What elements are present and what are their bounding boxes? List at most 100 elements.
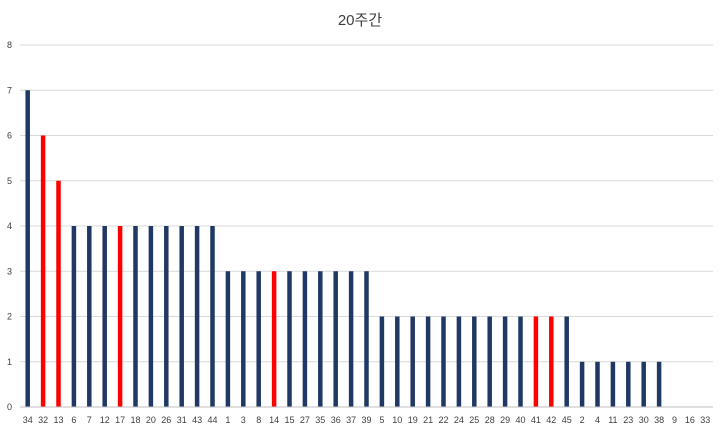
bar-42 <box>549 316 554 407</box>
x-tick-label: 15 <box>284 415 294 425</box>
bar-5 <box>379 316 385 407</box>
x-tick-label: 38 <box>654 415 664 425</box>
bar-23 <box>626 361 631 407</box>
x-tick-label: 43 <box>192 415 202 425</box>
x-tick-label: 3 <box>241 415 246 425</box>
bar-14 <box>271 271 277 407</box>
x-tick-label: 42 <box>546 415 556 425</box>
bar-18 <box>133 226 138 407</box>
x-tick-label: 29 <box>500 415 510 425</box>
bar-8 <box>256 271 261 407</box>
x-tick-label: 18 <box>130 415 140 425</box>
x-tick-label: 21 <box>423 415 433 425</box>
bar-31 <box>179 226 184 407</box>
y-tick-label: 3 <box>7 266 12 276</box>
bar-7 <box>87 226 92 407</box>
x-tick-label: 23 <box>623 415 633 425</box>
bar-29 <box>502 316 508 407</box>
x-tick-label: 25 <box>469 415 479 425</box>
x-tick-label: 30 <box>639 415 649 425</box>
bar-28 <box>487 316 492 407</box>
bar-32 <box>40 135 46 407</box>
chart-title: 20주간 <box>338 12 382 29</box>
y-tick-label: 8 <box>7 40 12 50</box>
x-tick-label: 12 <box>100 415 110 425</box>
x-tick-label: 31 <box>177 415 187 425</box>
y-tick-label: 5 <box>7 176 12 186</box>
y-tick-label: 0 <box>7 402 12 412</box>
bar-25 <box>472 316 477 407</box>
bar-44 <box>210 226 215 407</box>
bar-13 <box>56 180 61 407</box>
x-tick-label: 9 <box>672 415 677 425</box>
x-tick-label: 35 <box>315 415 325 425</box>
x-tick-label: 26 <box>161 415 171 425</box>
bar-26 <box>164 226 169 407</box>
y-tick-label: 2 <box>7 312 12 322</box>
x-tick-label: 32 <box>38 415 48 425</box>
bar-19 <box>410 316 415 407</box>
x-tick-label: 4 <box>595 415 600 425</box>
x-tick-label: 10 <box>392 415 402 425</box>
x-tick-label: 34 <box>23 415 33 425</box>
x-tick-label: 24 <box>454 415 464 425</box>
x-tick-label: 5 <box>379 415 384 425</box>
x-tick-label: 8 <box>256 415 261 425</box>
x-tick-label: 20 <box>146 415 156 425</box>
bar-11 <box>610 361 616 407</box>
y-axis-ticks: 0 1 2 3 4 5 6 7 8 <box>7 40 12 412</box>
bar-15 <box>287 271 292 407</box>
bar-1 <box>225 271 231 407</box>
x-tick-label: 14 <box>269 415 279 425</box>
x-tick-label: 39 <box>361 415 371 425</box>
x-tick-label: 28 <box>485 415 495 425</box>
bar-43 <box>194 226 200 407</box>
bar-35 <box>318 271 323 407</box>
bar-27 <box>302 271 308 407</box>
bar-10 <box>395 316 400 407</box>
x-tick-label: 36 <box>331 415 341 425</box>
bar-40 <box>518 316 523 407</box>
y-tick-label: 6 <box>7 131 12 141</box>
x-axis-ticks: 34 32 13 6 7 12 17 18 20 26 31 43 44 1 3 8 14 15 27 35 36 37 3… <box>23 415 711 425</box>
bar-6 <box>71 226 77 407</box>
x-tick-label: 13 <box>53 415 63 425</box>
bar-36 <box>333 271 338 407</box>
y-tick-label: 1 <box>7 357 12 367</box>
bar-39 <box>364 271 369 407</box>
bar-45 <box>564 316 569 407</box>
bar-38 <box>656 361 662 407</box>
bar-12 <box>102 226 107 407</box>
bar-20 <box>148 226 154 407</box>
bar-4 <box>595 361 600 407</box>
bar-34 <box>25 90 30 407</box>
x-tick-label: 17 <box>115 415 125 425</box>
x-tick-label: 2 <box>580 415 585 425</box>
y-tick-label: 4 <box>7 221 12 231</box>
bar-21 <box>425 316 431 407</box>
bar-3 <box>241 271 246 407</box>
x-tick-label: 6 <box>71 415 76 425</box>
x-tick-label: 11 <box>608 415 617 425</box>
x-tick-label: 41 <box>531 415 541 425</box>
x-tick-label: 1 <box>225 415 230 425</box>
x-tick-label: 22 <box>438 415 448 425</box>
bar-17 <box>117 226 123 407</box>
x-tick-label: 44 <box>207 415 217 425</box>
x-tick-label: 40 <box>515 415 525 425</box>
x-tick-label: 45 <box>562 415 572 425</box>
x-tick-label: 19 <box>408 415 418 425</box>
y-tick-label: 7 <box>7 85 12 95</box>
x-tick-label: 27 <box>300 415 310 425</box>
bar-24 <box>456 316 462 407</box>
bars <box>25 90 662 407</box>
bar-2 <box>579 361 585 407</box>
x-tick-label: 33 <box>700 415 710 425</box>
bar-37 <box>348 271 354 407</box>
bar-22 <box>441 316 446 407</box>
bar-30 <box>641 361 646 407</box>
x-tick-label: 16 <box>685 415 695 425</box>
bar-41 <box>533 316 539 407</box>
